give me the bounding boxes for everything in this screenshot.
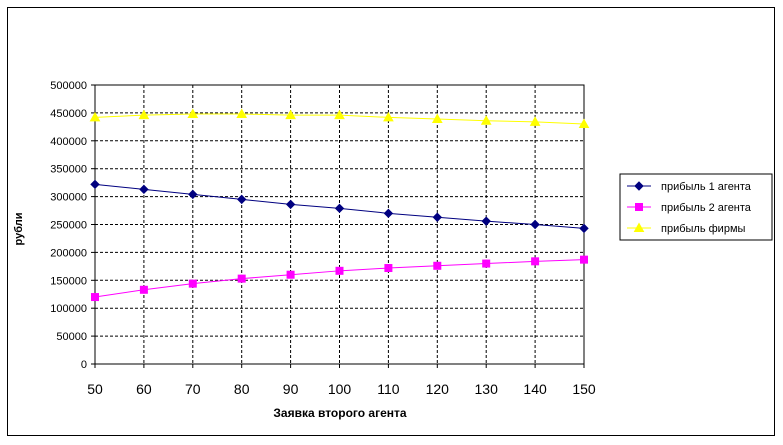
data-point: [531, 257, 540, 266]
data-point: [383, 111, 394, 122]
x-tick-label: 130: [475, 381, 499, 397]
data-point: [138, 109, 150, 120]
legend-items: прибыль 1 агента прибыль 2 агента прибыль …: [627, 181, 752, 235]
gridlines: [91, 84, 585, 368]
data-point: [91, 293, 99, 302]
legend-label: прибыль 2 агента: [661, 202, 752, 214]
legend-marker: [633, 222, 645, 232]
data-point: [187, 108, 199, 119]
data-point: [188, 189, 198, 200]
series-1: [90, 179, 589, 234]
legend: прибыль 1 агента прибыль 2 агента прибыль …: [619, 173, 773, 241]
data-point: [432, 212, 443, 222]
data-point: [236, 194, 247, 205]
x-tick-labels: 50 60 70 80 90 100 110 120 130 140 150: [87, 381, 596, 397]
data-point: [90, 179, 100, 190]
data-point: [578, 118, 590, 129]
legend-item: прибыль 2 агента: [627, 202, 752, 214]
series-2: [91, 255, 588, 302]
data-point: [579, 223, 589, 234]
data-point: [188, 279, 197, 288]
data-point: [384, 264, 393, 273]
x-tick-label: 120: [426, 381, 450, 397]
data-point: [139, 285, 148, 294]
legend-item: прибыль фирмы: [627, 222, 746, 235]
x-tick-label: 100: [328, 381, 352, 397]
legend-marker: [635, 203, 643, 211]
data-point: [481, 216, 491, 226]
y-tick-labels: 0 50000 100000 150000 200000 250000 300000 3500…: [50, 80, 87, 371]
x-axis-label: Заявка второго агента: [273, 406, 406, 420]
data-point: [433, 261, 442, 270]
series-group: [89, 108, 590, 302]
series-3: [89, 108, 590, 129]
y-axis-label: рубли: [13, 213, 25, 246]
y-tick-label: 150000: [50, 275, 87, 287]
data-point: [237, 274, 246, 283]
data-point: [482, 259, 491, 268]
x-tick-label: 110: [377, 381, 400, 397]
x-tick-label: 140: [523, 381, 547, 397]
legend-marker: [634, 181, 644, 191]
data-point: [236, 108, 248, 119]
y-tick-label: 300000: [50, 192, 87, 204]
data-point: [285, 199, 296, 210]
data-point: [139, 184, 149, 195]
data-point: [383, 208, 394, 219]
data-point: [431, 113, 443, 124]
data-point: [529, 116, 541, 126]
data-point: [480, 115, 492, 125]
data-point: [335, 266, 344, 275]
x-tick-label: 80: [234, 381, 250, 397]
x-tick-label: 50: [87, 381, 103, 397]
legend-label: прибыль 1 агента: [661, 181, 752, 193]
x-tick-label: 70: [185, 381, 201, 397]
data-point: [334, 203, 345, 214]
legend-item: прибыль 1 агента: [627, 181, 752, 193]
x-tick-label: 90: [283, 381, 299, 397]
y-tick-label: 400000: [50, 136, 87, 148]
y-tick-label: 0: [81, 359, 87, 371]
data-point: [89, 111, 101, 122]
y-tick-label: 250000: [50, 220, 87, 232]
x-tick-label: 150: [572, 381, 596, 397]
y-tick-label: 500000: [50, 80, 87, 92]
data-point: [580, 255, 588, 264]
data-point: [530, 219, 540, 230]
y-tick-label: 350000: [50, 164, 87, 176]
y-tick-label: 450000: [50, 108, 87, 120]
data-point: [334, 109, 345, 120]
x-tick-label: 60: [136, 381, 152, 397]
y-tick-label: 100000: [50, 303, 87, 315]
data-point: [286, 270, 295, 279]
y-tick-label: 200000: [50, 247, 87, 259]
data-point: [285, 109, 296, 120]
y-tick-label: 50000: [56, 331, 87, 343]
legend-label: прибыль фирмы: [661, 223, 746, 235]
